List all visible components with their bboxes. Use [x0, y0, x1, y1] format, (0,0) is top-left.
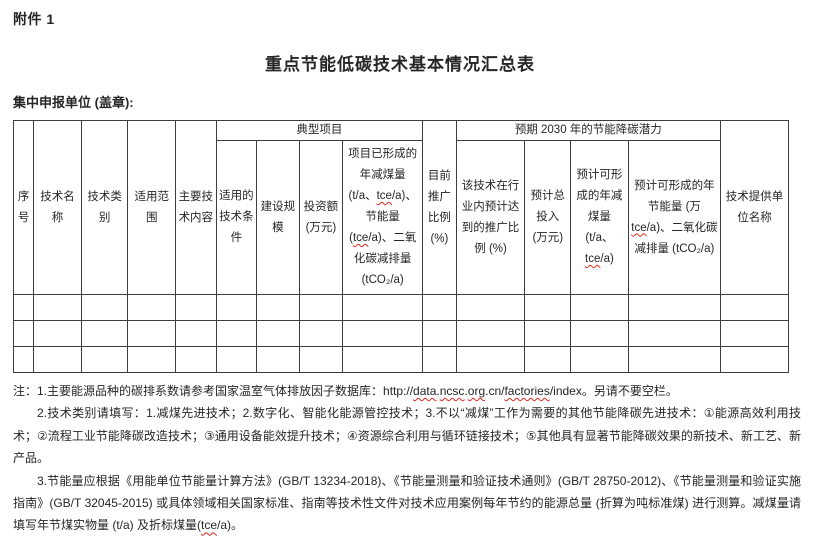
notes-section: 注：1.主要能源品种的碳排系数请参考国家温室气体排放因子数据库：http://d…: [13, 380, 801, 537]
empty-cell[interactable]: [570, 346, 629, 373]
empty-cell[interactable]: [570, 320, 629, 347]
empty-cell[interactable]: [256, 346, 300, 373]
empty-cell[interactable]: [215, 346, 258, 373]
empty-cell[interactable]: [12, 320, 35, 347]
col-header-project-reduction: 项目已形成的年减煤量 (t/a、tce/a)、节能量(tce/a)、二氧化碳减排…: [342, 140, 424, 295]
empty-cell[interactable]: [720, 346, 789, 373]
empty-cell[interactable]: [524, 346, 572, 373]
database-url-link[interactable]: http://data.ncsc.org.cn/factories/index: [383, 384, 582, 398]
empty-cell[interactable]: [33, 294, 82, 321]
col-header-index: 序号: [12, 120, 35, 295]
empty-cell[interactable]: [422, 294, 457, 321]
empty-cell[interactable]: [627, 346, 722, 373]
empty-cell[interactable]: [256, 294, 300, 321]
col-header-current-ratio: 目前推广比例 (%): [422, 120, 457, 295]
empty-cell[interactable]: [127, 294, 177, 321]
empty-cell[interactable]: [127, 320, 177, 347]
empty-cell[interactable]: [720, 320, 789, 347]
col-header-tech-category: 技术类别: [80, 120, 129, 295]
table-row: [12, 294, 789, 321]
col-header-tech-name: 技术名称: [33, 120, 82, 295]
col-header-main-content: 主要技术内容: [175, 120, 217, 295]
empty-cell[interactable]: [422, 320, 457, 347]
band-2030-potential: 预期 2030 年的节能降碳潜力: [455, 120, 722, 141]
empty-cell[interactable]: [33, 346, 82, 373]
summary-table: 序号 技术名称 技术类别 适用范围 主要技术内容 典型项目 目前推广比例 (%)…: [12, 120, 789, 373]
table-row: [12, 346, 789, 373]
empty-cell[interactable]: [175, 294, 217, 321]
col-header-conditions: 适用的技术条件: [215, 140, 258, 295]
col-header-provider: 技术提供单位名称: [720, 120, 789, 295]
empty-cell[interactable]: [627, 294, 722, 321]
note-1-suffix: 。另请不要空栏。: [581, 384, 678, 398]
empty-cell[interactable]: [298, 320, 344, 347]
empty-cell[interactable]: [455, 346, 526, 373]
empty-cell[interactable]: [422, 346, 457, 373]
note-item-2: 2.技术类别请填写：1.减煤先进技术；2.数字化、智能化能源管控技术；3.不以“…: [13, 406, 801, 466]
empty-cell[interactable]: [256, 320, 300, 347]
empty-cell[interactable]: [175, 320, 217, 347]
empty-cell[interactable]: [298, 346, 344, 373]
note-item-3: 3.节能量应根据《用能单位节能量计算方法》(GB/T 13234-2018)、《…: [13, 473, 801, 533]
empty-cell[interactable]: [342, 346, 424, 373]
empty-cell[interactable]: [80, 294, 129, 321]
empty-cell[interactable]: [215, 294, 258, 321]
col-header-scope: 适用范围: [127, 120, 177, 295]
empty-cell[interactable]: [127, 346, 177, 373]
col-header-expected-saving: 预计可形成的年节能量 (万 tce/a)、二氧化碳减排量 (tCO₂/a): [627, 140, 722, 295]
col-header-expected-coal-reduction: 预计可形成的年减煤量 (t/a、tce/a): [570, 140, 629, 295]
header-band-row: 序号 技术名称 技术类别 适用范围 主要技术内容 典型项目 目前推广比例 (%)…: [12, 120, 789, 295]
attachment-label: 附件 1: [13, 11, 55, 27]
table-row: [12, 320, 789, 347]
empty-cell[interactable]: [80, 346, 129, 373]
empty-cell[interactable]: [33, 320, 82, 347]
empty-cell[interactable]: [215, 320, 258, 347]
note-1-text: 注：1.主要能源品种的碳排系数请参考国家温室气体排放因子数据库：: [13, 384, 384, 398]
empty-cell[interactable]: [720, 294, 789, 321]
empty-cell[interactable]: [12, 346, 35, 373]
empty-cell[interactable]: [80, 320, 129, 347]
declaring-unit-label: 集中申报单位 (盖章):: [13, 95, 134, 110]
empty-cell[interactable]: [627, 320, 722, 347]
table-body: [12, 294, 789, 373]
band-typical-project: 典型项目: [215, 120, 424, 141]
col-header-scale: 建设规模: [256, 140, 300, 295]
col-header-expected-investment: 预计总投入 (万元): [524, 140, 572, 295]
col-header-expected-ratio: 该技术在行业内预计达到的推广比例 (%): [455, 140, 526, 295]
empty-cell[interactable]: [175, 346, 217, 373]
note-item-1: 注：1.主要能源品种的碳排系数请参考国家温室气体排放因子数据库：http://d…: [13, 380, 801, 402]
page-title: 重点节能低碳技术基本情况汇总表: [265, 55, 535, 74]
empty-cell[interactable]: [455, 320, 526, 347]
empty-cell[interactable]: [455, 294, 526, 321]
empty-cell[interactable]: [524, 294, 572, 321]
empty-cell[interactable]: [570, 294, 629, 321]
empty-cell[interactable]: [524, 320, 572, 347]
empty-cell[interactable]: [342, 294, 424, 321]
empty-cell[interactable]: [12, 294, 35, 321]
empty-cell[interactable]: [298, 294, 344, 321]
empty-cell[interactable]: [342, 320, 424, 347]
col-header-investment: 投资额 (万元): [298, 140, 344, 295]
